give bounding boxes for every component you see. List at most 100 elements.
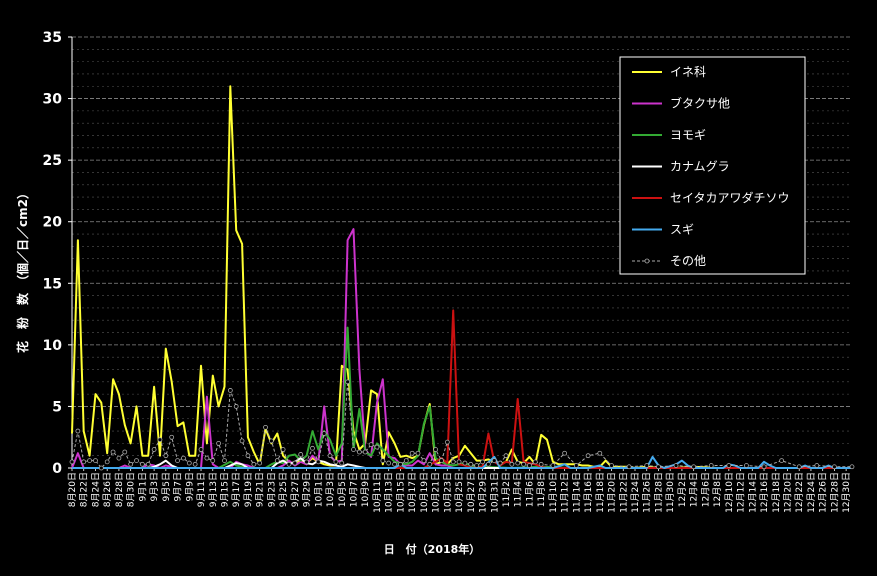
y-axis-title: 花 粉 数 （個／日／cm2）	[15, 187, 30, 353]
series-point	[69, 459, 75, 465]
series-point	[339, 460, 345, 466]
series-point	[450, 459, 456, 465]
x-tick-label: 11月22日	[618, 472, 629, 513]
x-tick-label: 9月11日	[196, 472, 207, 507]
legend-label: イネ科	[670, 65, 706, 79]
x-tick-label: 8月24日	[90, 472, 101, 507]
series-point	[491, 458, 497, 464]
series-point	[532, 459, 538, 465]
y-tick-label: 35	[43, 30, 62, 46]
y-tick-label: 25	[43, 153, 62, 169]
x-tick-label: 10月7日	[349, 472, 360, 507]
series-point	[327, 453, 333, 459]
x-tick-label: 9月7日	[173, 472, 184, 501]
x-tick-label: 10月29日	[478, 472, 489, 513]
series-point	[562, 450, 568, 456]
x-tick-label: 12月12日	[736, 472, 747, 513]
series-point	[315, 459, 321, 465]
series-point	[796, 464, 802, 470]
x-tick-label: 8月22日	[79, 472, 90, 507]
series-point	[122, 449, 128, 455]
series-point	[298, 452, 304, 457]
legend-marker	[644, 258, 650, 264]
series-point	[456, 459, 462, 465]
x-tick-label: 10月25日	[454, 472, 465, 513]
x-tick-label: 12月30日	[841, 472, 852, 513]
series-point	[216, 440, 222, 446]
y-tick-label: 5	[52, 399, 62, 415]
x-tick-label: 10月5日	[337, 472, 348, 507]
series-point	[609, 463, 614, 468]
x-tick-label: 9月15日	[219, 472, 230, 507]
series-point	[210, 458, 216, 464]
series-point	[832, 464, 837, 470]
series-point	[439, 458, 444, 464]
series-point	[268, 438, 274, 444]
x-tick-label: 12月24日	[806, 472, 817, 513]
series-point	[245, 453, 251, 459]
series-point	[849, 464, 855, 470]
x-tick-label: 11月16日	[583, 472, 594, 513]
series-point	[151, 447, 157, 452]
series-point	[222, 458, 227, 464]
series-point	[392, 461, 397, 467]
series-point	[227, 388, 233, 393]
series-point	[181, 455, 186, 461]
x-tick-label: 12月22日	[794, 472, 805, 513]
x-tick-label: 10月3日	[325, 472, 336, 507]
series-point	[497, 460, 503, 466]
series-point	[93, 458, 98, 464]
series-point	[169, 434, 175, 440]
series-point	[204, 455, 210, 461]
series-point	[421, 458, 427, 464]
series-point	[145, 461, 151, 467]
series-point	[257, 460, 263, 466]
series-point	[427, 461, 433, 467]
series-point	[263, 424, 268, 430]
series-point	[356, 449, 362, 455]
x-tick-label: 10月11日	[372, 472, 383, 513]
x-tick-label: 10月13日	[384, 472, 395, 513]
series-point	[744, 463, 749, 468]
x-tick-label: 10月15日	[395, 472, 406, 513]
series-point	[403, 458, 409, 464]
series-point	[415, 450, 421, 456]
x-tick-label: 9月21日	[255, 472, 266, 507]
series-point	[398, 461, 403, 467]
series-point	[644, 463, 650, 468]
series-point	[333, 459, 339, 465]
x-tick-label: 11月12日	[560, 472, 571, 513]
series-point	[345, 379, 351, 385]
series-point	[515, 460, 521, 466]
series-point	[480, 459, 485, 465]
series-point	[433, 447, 439, 452]
x-tick-label: 11月24日	[630, 472, 641, 513]
series-point	[550, 463, 556, 468]
x-tick-label: 10月23日	[442, 472, 453, 513]
series-point	[351, 447, 356, 452]
series-line	[71, 85, 852, 469]
series-point	[779, 458, 785, 464]
series-point	[462, 460, 468, 466]
series-point	[139, 461, 145, 467]
series-layer	[69, 85, 855, 471]
x-tick-label: 10月31日	[489, 472, 500, 513]
series-point	[251, 461, 257, 467]
series-point	[81, 459, 87, 465]
x-tick-label: 11月20日	[607, 472, 618, 513]
series-point	[175, 458, 180, 464]
x-tick-label: 11月14日	[571, 472, 582, 513]
series-point	[75, 428, 81, 434]
series-line	[72, 309, 852, 469]
x-tick-label: 12月20日	[782, 472, 793, 513]
series-point	[474, 463, 480, 468]
x-tick-label: 11月4日	[513, 472, 524, 507]
x-tick-label: 8月20日	[67, 472, 78, 507]
series-point	[485, 461, 491, 467]
series-point	[116, 455, 122, 461]
series-point	[198, 447, 204, 452]
x-tick-label: 9月13日	[208, 472, 219, 507]
x-tick-label: 12月10日	[724, 472, 735, 513]
series-point	[409, 450, 415, 456]
